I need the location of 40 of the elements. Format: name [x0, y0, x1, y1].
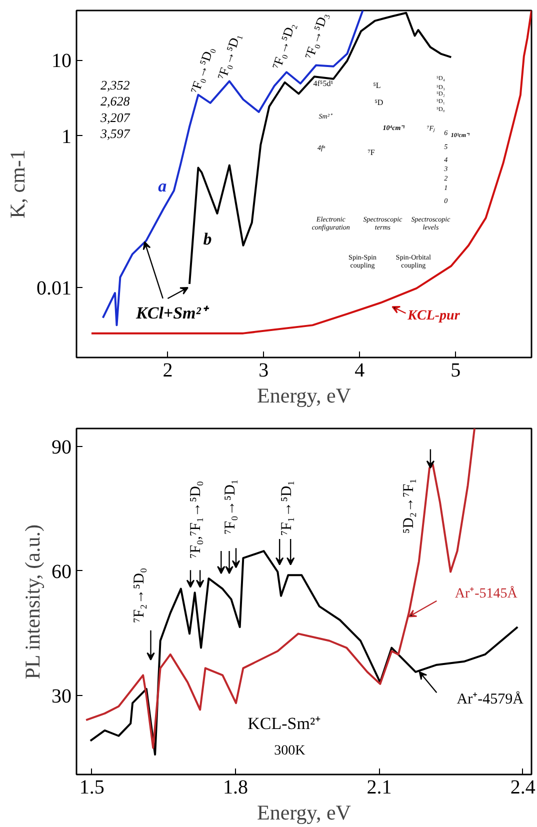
y-axis-title: K, cm-1 — [6, 150, 30, 218]
legend-label: KCL-pur — [406, 308, 460, 324]
series-label: b — [203, 229, 212, 248]
annotation: ⁷F₀→⁵D₁ — [222, 479, 239, 534]
annotation: ⁷F — [368, 148, 376, 157]
x-axis-title: Energy, eV — [257, 800, 351, 824]
line-series — [90, 10, 532, 334]
series-label: Ar⁺-5145Å — [454, 586, 518, 602]
annotation: KCl+Sm²⁺ — [135, 304, 210, 323]
x-tick-label: 5 — [450, 360, 461, 382]
x-axis-title: Energy, eV — [257, 384, 351, 408]
y-axis-title: PL intensity, (a.u.) — [20, 524, 44, 680]
annotation: ⁷F₂→⁵D₀ — [132, 568, 148, 623]
annotation: ⁷F₁→⁵D₁ — [279, 480, 296, 536]
y-tick-label: 60 — [52, 560, 72, 583]
annotation: KCL-Sm²⁺ — [248, 714, 322, 733]
annotation: ⁵L — [373, 81, 381, 90]
y-tick-label: 90 — [52, 436, 72, 458]
y-tick-label: 0.01 — [36, 278, 72, 300]
annotation: ⁵D — [374, 98, 384, 108]
x-tick-label: 2 — [162, 360, 173, 382]
annotation: ⁷F₀,⁷F₁→⁵D₀ — [188, 480, 204, 559]
y-tick-label: 30 — [52, 686, 72, 708]
y-tick-label: 1 — [62, 126, 72, 148]
annotation: 2,352 — [100, 77, 130, 92]
annotation: 4f⁵5d¹ — [313, 79, 334, 88]
annotation: 2,628 — [100, 93, 130, 108]
series-label: a — [158, 176, 168, 196]
x-tick-label: 3 — [258, 360, 269, 382]
annotation: ⁵D₂→⁷F₁ — [400, 478, 417, 534]
annotation: 3,597 — [100, 126, 130, 142]
x-tick-label: 2.1 — [366, 776, 392, 798]
annotation: 300K — [274, 744, 306, 759]
x-tick-label: 4 — [354, 360, 365, 382]
annotation: 3,207 — [100, 110, 130, 126]
x-tick-label: 1.8 — [223, 776, 248, 798]
x-tick-label: 2.4 — [510, 776, 536, 798]
x-tick-label: 1.5 — [79, 776, 104, 798]
series-label: Ar⁺-4579Å — [456, 690, 524, 708]
y-tick-label: 10 — [52, 50, 72, 72]
